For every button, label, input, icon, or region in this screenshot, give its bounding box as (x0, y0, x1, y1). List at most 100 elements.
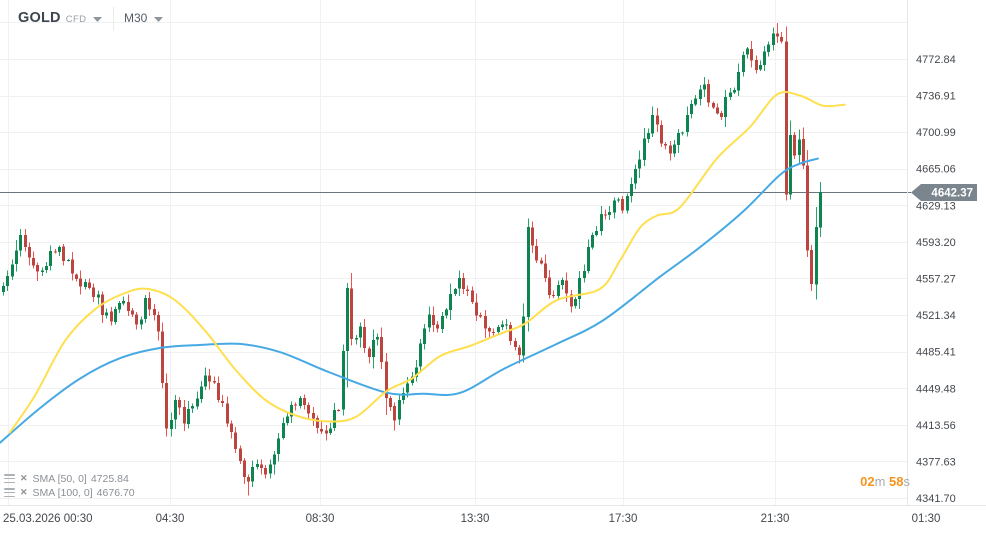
indicator-overlays (0, 90, 846, 444)
candle (686, 106, 689, 137)
candle (454, 287, 457, 297)
candle (153, 303, 156, 321)
price-axis-label: 4521.34 (916, 310, 956, 322)
candle (432, 306, 435, 332)
candle (213, 376, 216, 385)
candle (88, 278, 91, 290)
candle (690, 100, 693, 119)
candle (54, 249, 57, 254)
candle (243, 457, 246, 484)
candle (290, 401, 293, 423)
candle (359, 322, 362, 348)
candle (79, 270, 82, 295)
candle (617, 197, 620, 203)
candle (669, 141, 672, 161)
candle (398, 394, 401, 425)
candle (118, 301, 121, 313)
candle (135, 311, 138, 330)
candle (84, 278, 87, 290)
candle (346, 282, 349, 388)
candle (273, 450, 276, 475)
candle (239, 445, 242, 464)
candle (101, 291, 104, 323)
candle (479, 312, 482, 318)
candle (260, 459, 263, 475)
candle (501, 320, 504, 330)
sma-line-100[interactable] (0, 157, 819, 444)
candle (170, 412, 173, 437)
candle (28, 242, 31, 266)
indicator-settings-icon[interactable] (4, 473, 15, 484)
candle (780, 32, 783, 44)
candle (299, 396, 302, 409)
candle (269, 459, 272, 479)
time-axis-label: 21:30 (761, 513, 790, 525)
candle (307, 402, 310, 419)
candle (329, 423, 332, 435)
candle (772, 27, 775, 51)
candle (24, 229, 27, 252)
indicator-label: SMA [100, 0] 4676.70 (32, 486, 135, 499)
candle (703, 77, 706, 97)
candle (798, 129, 801, 164)
candle (626, 193, 629, 214)
candle (471, 286, 474, 304)
candle (393, 402, 396, 431)
candle (759, 60, 762, 72)
candle (449, 283, 452, 320)
candle (681, 131, 684, 136)
candle (527, 218, 530, 332)
indicator-label: SMA [50, 0] 4725.84 (32, 472, 129, 485)
indicator-remove-icon[interactable]: ✕ (20, 473, 28, 483)
candle (428, 306, 431, 332)
candle (746, 46, 749, 59)
candle (320, 421, 323, 434)
candle (621, 196, 624, 214)
candle (97, 290, 100, 305)
candle (110, 306, 113, 326)
candle (67, 258, 70, 262)
price-axis-label: 4557.27 (916, 274, 956, 286)
current-price-tag: 4642.37 (911, 184, 977, 201)
candle (316, 415, 319, 434)
price-axis-label: 4485.41 (916, 347, 956, 359)
price-axis-label: 4449.48 (916, 383, 956, 395)
indicator-remove-icon[interactable]: ✕ (20, 487, 28, 497)
candle (165, 373, 168, 437)
price-axis-label: 4593.20 (916, 237, 956, 249)
candle (737, 63, 740, 96)
indicator-value: 4725.84 (90, 472, 129, 485)
candle (733, 87, 736, 95)
candle (217, 376, 220, 403)
candle (256, 459, 259, 470)
candle (333, 403, 336, 431)
timeframe-dropdown-caret-icon[interactable] (154, 16, 164, 22)
sma-line-50[interactable] (8, 90, 846, 434)
candle (380, 327, 383, 369)
candle (204, 367, 207, 390)
time-axis[interactable]: 25.03.2026 00:30 04:30 08:30 13:30 17:30 21:3… (3, 513, 940, 525)
candle (484, 309, 487, 339)
price-axis[interactable]: 4772.84 4736.91 4700.99 4665.06 4629.13 4593.… (916, 54, 956, 505)
time-axis-label: 01:30 (912, 513, 941, 525)
candle (716, 103, 719, 115)
time-axis-label: 13:30 (461, 513, 490, 525)
candle (475, 293, 478, 321)
candle (763, 46, 766, 72)
candle (122, 296, 125, 306)
indicator-settings-icon[interactable] (4, 487, 15, 498)
symbol-dropdown-caret-icon[interactable] (93, 16, 103, 22)
current-price-value: 4642.37 (931, 188, 973, 200)
symbol-selector[interactable]: GOLD CFD (18, 8, 103, 28)
timeframe-selector[interactable]: M30 (124, 11, 164, 25)
candle (630, 177, 633, 203)
candle (71, 251, 74, 281)
candle (694, 94, 697, 106)
candle (226, 396, 229, 428)
indicator-row: ✕ SMA [100, 0] 4676.70 (4, 486, 135, 499)
candle (810, 245, 813, 291)
candle (372, 329, 375, 369)
time-axis-label: 04:30 (156, 513, 185, 525)
